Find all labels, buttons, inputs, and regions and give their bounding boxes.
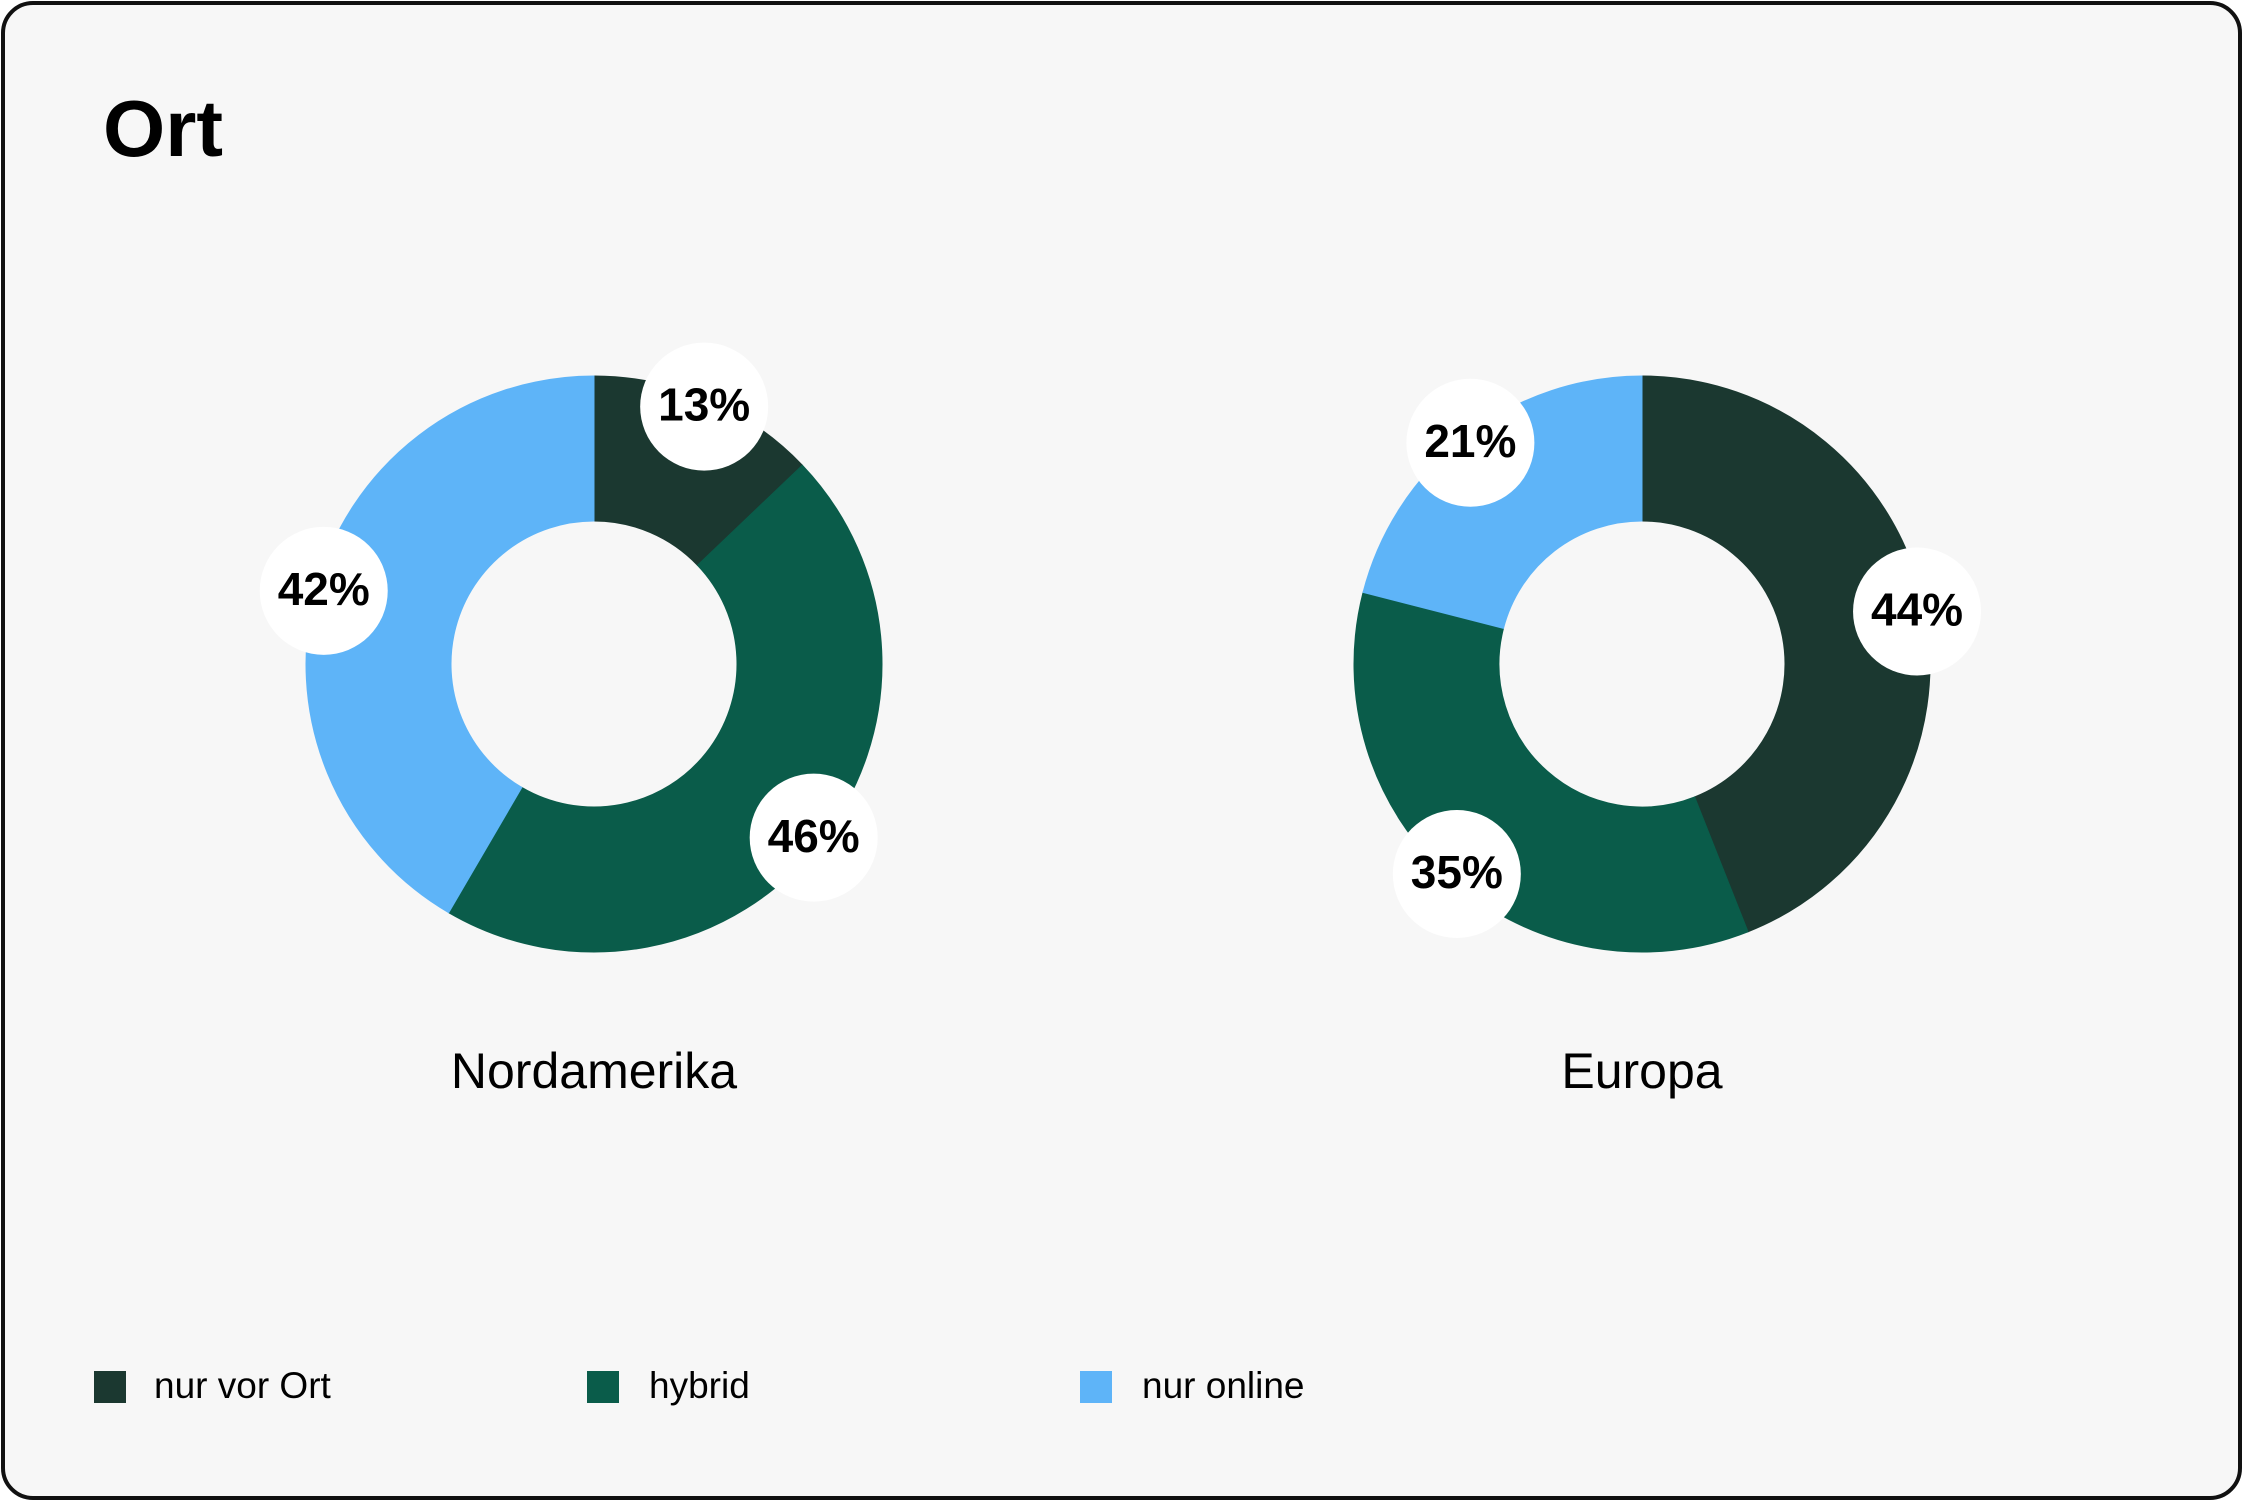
- label-badge: [1853, 547, 1982, 676]
- label-badge: [749, 773, 878, 902]
- data-label: 35%: [1411, 846, 1503, 898]
- data-label: 42%: [278, 563, 370, 615]
- label-badge: [259, 526, 388, 655]
- data-label: 46%: [768, 810, 860, 862]
- legend-label: nur online: [1142, 1365, 1305, 1406]
- page-title: Ort: [103, 84, 223, 173]
- chart-title: Nordamerika: [451, 1043, 737, 1099]
- label-badge: [640, 342, 769, 471]
- donut-segment: [1641, 375, 1931, 933]
- label-badge: [1392, 810, 1521, 939]
- data-label: 13%: [658, 379, 750, 431]
- label-badge: [1406, 378, 1535, 507]
- donut-segment: [1362, 375, 1643, 630]
- legend-swatch: [94, 1371, 126, 1403]
- data-label: 21%: [1424, 415, 1516, 467]
- legend-swatch: [1080, 1371, 1112, 1403]
- legend-label: hybrid: [649, 1365, 750, 1406]
- legend-label: nur vor Ort: [154, 1365, 332, 1406]
- chart-title: Europa: [1561, 1043, 1722, 1099]
- donut-segment: [305, 375, 595, 914]
- legend-swatch: [587, 1371, 619, 1403]
- data-label: 44%: [1871, 584, 1963, 636]
